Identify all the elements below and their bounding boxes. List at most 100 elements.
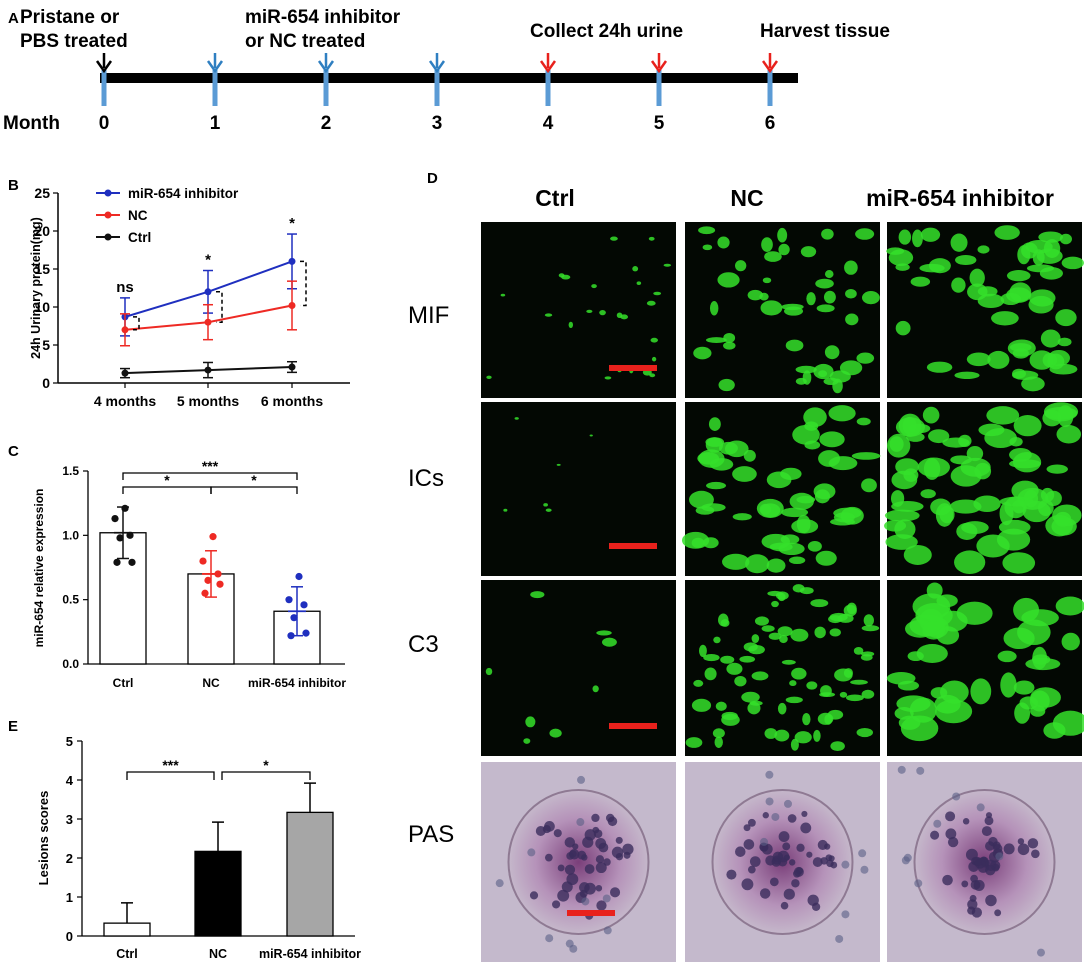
nucleus (984, 816, 994, 826)
e-xtick-label: NC (209, 947, 227, 961)
fluorescent-spot (708, 417, 721, 431)
tubule-nucleus (577, 775, 586, 784)
fluorescent-spot (568, 321, 574, 329)
e-xtick-label: Ctrl (116, 947, 138, 961)
nucleus (988, 836, 998, 847)
micrograph-tile (685, 222, 880, 398)
timeline-tick-label: 3 (432, 113, 443, 134)
panel-label-b: B (8, 177, 19, 194)
b-ytick-label: 5 (42, 337, 50, 353)
fluorescent-spot (954, 550, 986, 574)
tubule-nucleus (603, 926, 612, 935)
fluorescent-spot (996, 528, 1031, 551)
fluorescent-spot (734, 675, 747, 687)
event-arrow-head (317, 60, 335, 74)
c-data-point (204, 576, 212, 584)
c-sig-label: * (251, 472, 257, 488)
nucleus (607, 816, 618, 827)
fluorescent-spot (780, 534, 800, 545)
nucleus (942, 874, 953, 886)
fluorescent-spot (1057, 337, 1072, 347)
fluorescence-image (481, 580, 676, 756)
fluorescent-spot (845, 313, 859, 326)
fluorescent-spot (771, 600, 779, 608)
nucleus (791, 879, 800, 888)
fluorescent-spot (955, 254, 977, 266)
timeline-tick-label: 6 (765, 113, 776, 134)
tubule-nucleus (933, 819, 942, 828)
fluorescent-spot (610, 236, 618, 241)
fluorescent-spot (922, 620, 946, 640)
nucleus (783, 888, 795, 900)
fluorescent-spot (796, 514, 811, 534)
fluorescent-spot (705, 437, 724, 453)
e-sig-label: * (263, 757, 269, 773)
fluorescent-spot (601, 637, 617, 647)
fluorescent-spot (926, 361, 953, 373)
nucleus (969, 894, 977, 902)
c-xtick-label: miR-654 inhibitor (248, 676, 346, 690)
fluorescent-spot (1049, 363, 1078, 375)
fluorescent-spot (720, 655, 735, 664)
row-label-ics: ICs (408, 465, 444, 492)
fluorescent-spot (795, 365, 817, 374)
nucleus (961, 880, 969, 888)
fluorescent-spot (863, 614, 874, 627)
panel-label-c: C (8, 443, 19, 460)
row-label-pas: PAS (408, 821, 454, 848)
fluorescent-spot (942, 437, 970, 448)
fluorescent-spot (840, 506, 864, 525)
fluorescent-spot (530, 591, 545, 599)
tubule-nucleus (765, 770, 774, 779)
nucleus (579, 882, 590, 893)
c-data-point (287, 632, 295, 640)
fluorescent-spot (544, 313, 553, 317)
nucleus (596, 900, 607, 911)
fluorescent-spot (523, 738, 531, 744)
fluorescent-spot (777, 626, 793, 637)
fluorescent-spot (586, 309, 593, 314)
timeline-tick (545, 70, 551, 106)
tubule-nucleus (841, 910, 850, 919)
c-data-point (300, 601, 308, 609)
fluorescent-spot (685, 737, 703, 748)
c-xtick-label: Ctrl (113, 676, 134, 690)
timeline-tick-label: 0 (99, 113, 110, 134)
fluorescent-spot (813, 729, 821, 742)
e-bar (103, 922, 151, 937)
tubule-nucleus (860, 865, 869, 874)
c-ytick-label: 1.0 (62, 528, 79, 542)
fluorescent-spot (766, 471, 792, 489)
fluorescent-spot (1029, 690, 1050, 712)
fluorescent-spot (754, 616, 769, 626)
fluorescent-spot (917, 457, 950, 478)
fluorescent-spot (651, 356, 657, 362)
fluorescent-spot (781, 303, 804, 311)
nucleus (769, 877, 779, 887)
fluorescent-spot (1032, 646, 1048, 670)
fluorescent-spot (759, 503, 772, 515)
tubule-nucleus (976, 803, 985, 812)
fluorescent-spot (702, 244, 713, 251)
b-ytick-label: 15 (34, 261, 50, 277)
c-data-point (209, 533, 217, 541)
micrograph-tile (886, 580, 1084, 756)
c-data-point (126, 531, 134, 539)
nucleus (622, 843, 634, 855)
fluorescent-spot (1045, 514, 1074, 537)
fluorescent-spot (1011, 480, 1039, 501)
fluorescent-spot (790, 628, 809, 642)
fluorescent-spot (1038, 499, 1054, 517)
fluorescent-spot (503, 508, 508, 512)
fluorescent-spot (910, 276, 931, 287)
event-arrow-head (206, 60, 224, 74)
fluorescent-spot (703, 653, 720, 662)
c-ytick-label: 1.5 (62, 464, 79, 478)
nucleus (747, 865, 756, 874)
b-sig-label: * (289, 215, 295, 232)
fluorescent-spot (785, 339, 804, 352)
fluorescent-spot (726, 662, 743, 675)
fluorescent-spot (851, 452, 881, 460)
